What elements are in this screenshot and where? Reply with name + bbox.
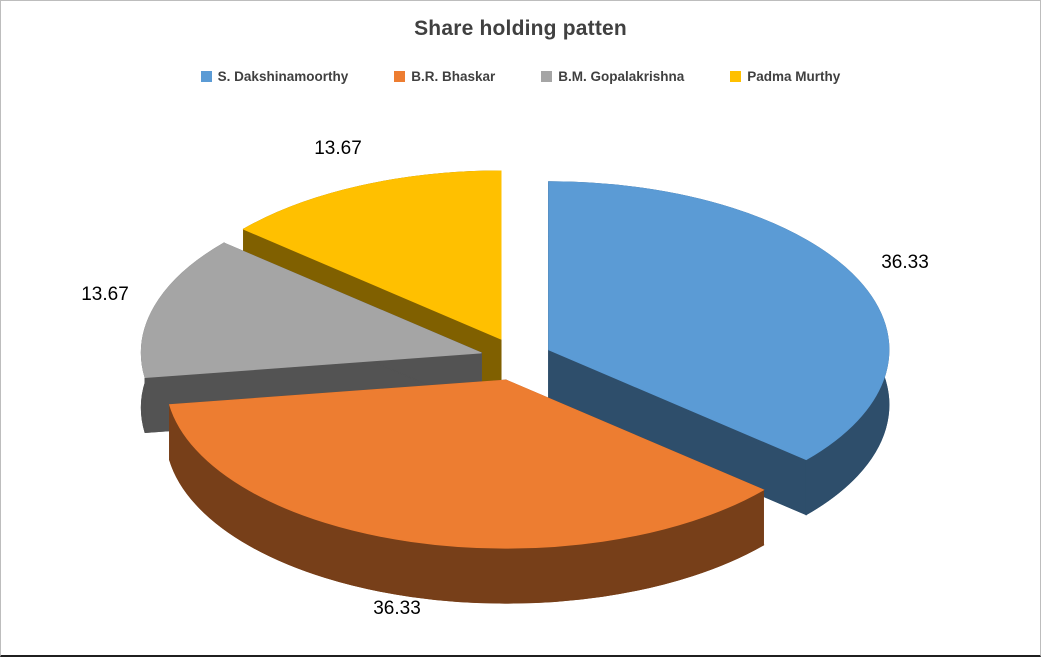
- data-label: 36.33: [881, 252, 929, 273]
- data-label: 13.67: [81, 284, 129, 305]
- chart-title: Share holding patten: [1, 17, 1040, 41]
- pie-chart: 36.33 36.33 13.67 13.67: [1, 71, 1041, 658]
- data-label: 36.33: [373, 598, 421, 619]
- data-label: 13.67: [314, 138, 362, 159]
